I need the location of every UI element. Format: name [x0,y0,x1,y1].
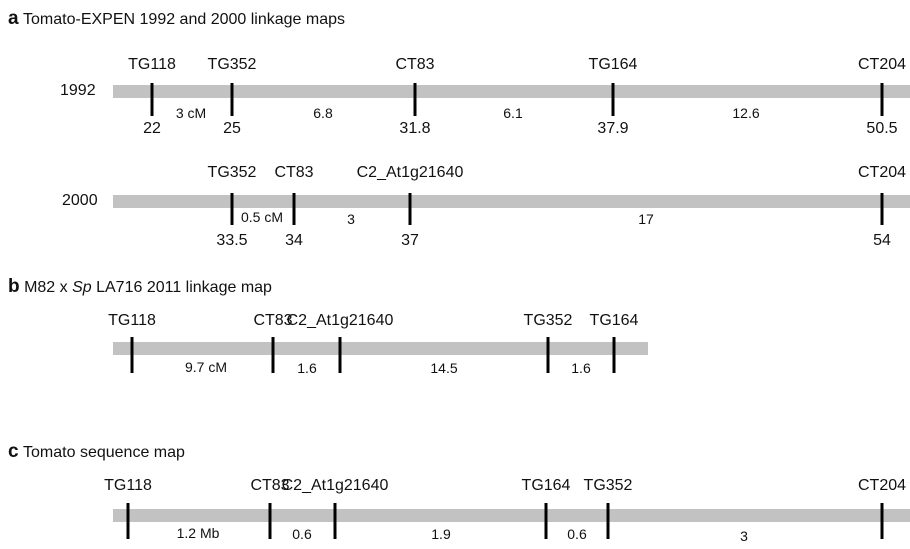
marker-name: CT204 [857,477,907,494]
marker-position: 33.5 [216,232,248,249]
chromosome-bar [113,342,648,355]
marker-tick [880,83,884,116]
chromosome-bar [113,509,910,522]
marker-position: 31.8 [399,120,431,137]
interval-distance: 1.6 [297,360,317,376]
interval-distance: 17 [638,211,654,227]
marker-tick [612,337,616,373]
marker-tick [126,503,130,539]
panel-letter: b [8,276,20,297]
marker-name: TG352 [523,312,573,329]
interval-distance: 1.6 [571,360,591,376]
marker-name: C2_At1g21640 [356,164,464,181]
marker-name: TG352 [207,164,257,181]
marker-tick [150,83,154,116]
map-year-label: 2000 [62,192,98,209]
marker-name: TG352 [207,56,257,73]
marker-tick [130,337,134,373]
panel-title-text: Tomato-EXPEN 1992 and 2000 linkage maps [23,11,346,28]
marker-position: 22 [143,120,161,137]
marker-name: CT83 [253,312,293,329]
marker-tick [880,193,884,225]
interval-distance: 6.8 [313,105,333,121]
chromosome-bar [113,195,910,208]
marker-tick [880,503,884,539]
marker-tick [338,337,342,373]
marker-tick [292,193,296,225]
marker-position: 37 [401,232,419,249]
panel-title-part: Sp [72,279,92,296]
marker-tick [230,83,234,116]
interval-distance: 6.1 [503,105,523,121]
marker-tick [413,83,417,116]
panel-title-part: M82 x [24,279,73,296]
marker-position: 50.5 [866,120,898,137]
marker-name: CT204 [857,164,907,181]
panel-title-text: Tomato sequence map [23,444,185,461]
marker-name: TG164 [588,56,638,73]
marker-name: CT83 [274,164,314,181]
interval-distance: 0.6 [567,526,587,542]
interval-distance: 3 cM [175,105,207,121]
marker-name: TG164 [589,312,639,329]
interval-distance: 0.5 cM [240,209,284,225]
panel-c-title: c Tomato sequence map [8,442,185,461]
marker-name: C2_At1g21640 [281,477,389,494]
interval-distance: 9.7 cM [184,359,228,375]
marker-position: 37.9 [597,120,629,137]
chromosome-bar [113,85,910,98]
marker-tick [546,337,550,373]
interval-distance: 14.5 [430,360,458,376]
panel-letter: a [8,8,19,29]
interval-distance: 1.2 Mb [176,525,220,541]
marker-name: C2_At1g21640 [286,312,394,329]
marker-tick [606,503,610,539]
interval-distance: 12.6 [732,105,760,121]
interval-distance: 3 [740,528,748,544]
marker-name: TG352 [583,477,633,494]
marker-name: TG118 [108,312,156,329]
marker-name: TG164 [521,477,571,494]
panel-title-part: LA716 2011 linkage map [91,279,272,296]
marker-name: CT83 [250,477,290,494]
marker-name: TG118 [104,477,152,494]
panel-a-title: a Tomato-EXPEN 1992 and 2000 linkage map… [8,9,345,28]
panel-letter: c [8,441,19,462]
marker-tick [408,193,412,225]
marker-name: TG118 [128,56,176,73]
marker-tick [271,337,275,373]
marker-tick [333,503,337,539]
interval-distance: 0.6 [292,526,312,542]
marker-name: CT83 [395,56,435,73]
marker-tick [611,83,615,116]
marker-position: 54 [873,232,891,249]
map-year-label: 1992 [60,82,96,99]
marker-tick [268,503,272,539]
marker-name: CT204 [857,56,907,73]
interval-distance: 3 [347,211,355,227]
marker-tick [544,503,548,539]
marker-position: 25 [223,120,241,137]
marker-tick [230,193,234,225]
marker-position: 34 [285,232,303,249]
panel-b-title: b M82 x Sp LA716 2011 linkage map [8,277,272,296]
interval-distance: 1.9 [431,526,451,542]
